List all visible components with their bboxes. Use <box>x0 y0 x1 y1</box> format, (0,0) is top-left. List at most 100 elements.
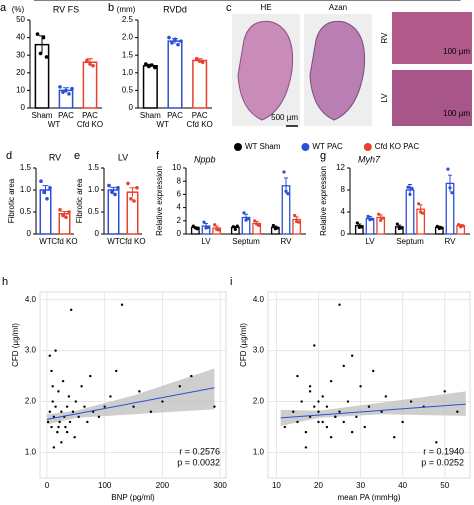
azan-heart <box>309 20 366 121</box>
data-point <box>88 62 92 66</box>
x-group-label: Cfd KO <box>187 120 213 129</box>
y-tick-label: 2.0 <box>25 397 37 406</box>
data-point <box>317 400 320 403</box>
data-point <box>116 186 120 190</box>
data-point <box>317 410 320 413</box>
data-point <box>246 217 250 221</box>
data-point <box>54 349 57 352</box>
x-tick-label: 100 <box>98 481 112 490</box>
data-point <box>132 405 135 408</box>
data-point <box>89 374 92 378</box>
data-point <box>359 225 363 229</box>
data-point <box>308 415 312 419</box>
data-point <box>410 186 414 190</box>
data-point <box>129 197 133 201</box>
data-point <box>242 211 246 215</box>
data-point <box>67 395 71 398</box>
data-point <box>443 390 446 393</box>
data-point <box>321 420 324 424</box>
data-point <box>334 415 337 419</box>
data-point <box>197 59 202 63</box>
data-point <box>206 225 210 229</box>
data-point <box>83 405 86 408</box>
bar <box>82 61 98 109</box>
data-point <box>329 436 333 439</box>
data-point <box>64 425 67 429</box>
y-tick-label: 0 <box>129 103 134 112</box>
data-point <box>355 221 359 225</box>
scale-bar-label: 500 µm <box>271 113 298 122</box>
data-point <box>45 197 49 201</box>
data-point <box>350 430 354 434</box>
x-group-label: WT <box>48 120 61 129</box>
bar <box>39 189 52 235</box>
data-point <box>275 226 279 230</box>
legend-label: WT PAC <box>312 142 343 151</box>
x-tick-label: Cfd KO <box>119 237 145 246</box>
data-point <box>107 183 111 188</box>
x-tick-label: Cfd KO <box>51 237 77 246</box>
y-tick-label: 40 <box>16 33 25 42</box>
data-point <box>56 430 59 434</box>
data-point <box>372 369 375 373</box>
data-point <box>51 400 54 403</box>
data-point <box>86 420 89 424</box>
bar <box>167 40 183 109</box>
data-point <box>363 425 366 429</box>
data-point <box>54 405 57 408</box>
inset-label: RV <box>380 32 389 44</box>
significance-label: ** <box>58 0 66 6</box>
data-point <box>304 430 308 434</box>
x-tick-label: 0 <box>45 481 50 490</box>
data-point <box>149 410 153 413</box>
panel-letter: i <box>230 276 232 288</box>
data-point <box>60 410 63 413</box>
data-point <box>144 62 148 66</box>
x-tick-label: Sham <box>140 111 161 120</box>
x-axis-label: BNP (pg/ml) <box>111 493 155 502</box>
y-tick-label: 8 <box>177 176 182 185</box>
data-point <box>286 192 290 196</box>
data-point <box>342 364 345 368</box>
significance-label: ** <box>311 0 319 6</box>
data-point <box>313 405 316 408</box>
data-point <box>52 415 56 419</box>
data-point <box>67 210 71 214</box>
data-point <box>135 186 139 190</box>
y-axis-label: (mm) <box>117 5 136 14</box>
y-tick-label: 0 <box>27 229 32 238</box>
data-point <box>446 167 450 171</box>
data-point <box>304 446 308 449</box>
data-point <box>61 379 65 383</box>
data-point <box>377 212 381 216</box>
data-point <box>41 35 46 40</box>
annotation: p = 0.0032 <box>177 457 220 467</box>
y-tick-label: 3.0 <box>25 346 37 355</box>
data-point <box>85 58 89 63</box>
data-point <box>321 395 324 398</box>
y-tick-label: 0 <box>177 229 182 238</box>
bar <box>142 65 158 109</box>
inset-label: LV <box>380 93 389 103</box>
data-point <box>313 344 316 347</box>
x-tick-label: Septum <box>396 237 424 246</box>
y-axis-label: Fibrotic area <box>75 178 84 223</box>
data-point <box>176 42 180 47</box>
data-point <box>395 222 399 226</box>
chart-title: LV <box>118 152 128 162</box>
y-tick-label: 1.0 <box>88 185 100 194</box>
data-point <box>58 208 62 212</box>
data-point <box>317 420 320 424</box>
y-tick-label: 2.0 <box>122 33 134 42</box>
data-point <box>401 420 404 424</box>
panel-letter: c <box>226 2 232 14</box>
bar <box>107 189 120 235</box>
y-tick-label: 2 <box>177 216 182 225</box>
data-point <box>80 385 83 388</box>
data-point <box>282 170 286 174</box>
data-point <box>257 223 261 228</box>
panel-letter: a <box>0 2 7 14</box>
data-point <box>202 220 206 224</box>
plot-area <box>267 291 471 479</box>
